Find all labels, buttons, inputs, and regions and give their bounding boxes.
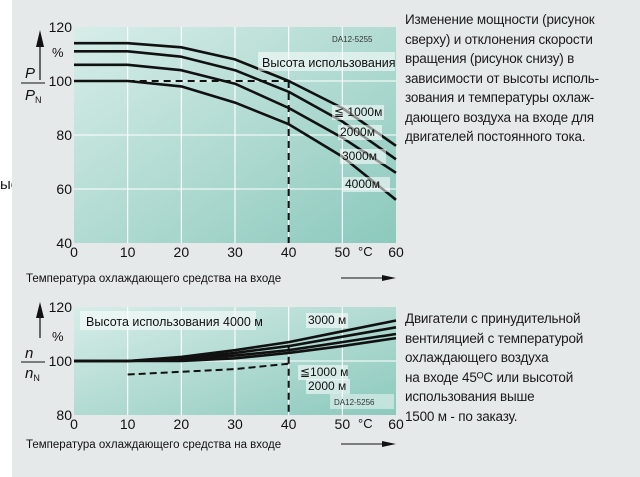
power-chart: 0 10 20 30 40 50 60 40 60 80 100 120 ≦ 1000м 2000м 30… bbox=[21, 19, 404, 285]
series-label-box bbox=[340, 149, 386, 164]
speed-y-axis: % n nN bbox=[21, 302, 64, 383]
speed-ylabel-num: n bbox=[25, 345, 33, 362]
series-label: 2000 м bbox=[308, 379, 346, 393]
x-tick-label: 50 bbox=[335, 244, 351, 260]
series-label: 4000м bbox=[345, 177, 380, 191]
x-tick-label: 0 bbox=[70, 244, 78, 260]
speed-description: Двигатели с принудительной вентиляцией с… bbox=[405, 311, 584, 424]
power-x-unit: °C bbox=[358, 244, 373, 259]
speed-annotation-box bbox=[80, 311, 256, 330]
series-label-box bbox=[338, 125, 382, 140]
y-tick-label: 40 bbox=[56, 235, 72, 251]
speed-id-box bbox=[330, 394, 394, 409]
series-label: ≦ 1000м bbox=[334, 105, 382, 119]
y-tick-label: 100 bbox=[49, 353, 73, 369]
x-tick-label: 20 bbox=[174, 244, 190, 260]
power-y-axis: % P PN bbox=[21, 30, 64, 105]
power-ylabel-den: PN bbox=[25, 87, 42, 105]
y-tick-label: 100 bbox=[49, 73, 73, 89]
series-line bbox=[74, 50, 397, 161]
x-tick-label: 0 bbox=[70, 416, 78, 432]
power-description: Изменение мощности (рисунок сверху) и от… bbox=[405, 12, 599, 144]
power-reference-lines bbox=[127, 80, 290, 243]
y-tick-label: 60 bbox=[56, 181, 72, 197]
x-tick-label: 30 bbox=[227, 416, 243, 432]
series-label-box bbox=[306, 379, 350, 394]
speed-tick-labels: 0 10 20 30 40 50 60 80 100 120 bbox=[49, 299, 404, 432]
power-ylabel-den-sub: N bbox=[35, 95, 42, 105]
speed-chart: 0 10 20 30 40 50 60 80 100 120 3000 м ≦1000 м2000 … bbox=[21, 299, 404, 451]
series-label-box bbox=[306, 313, 348, 328]
x-tick-label: 60 bbox=[388, 416, 404, 432]
power-series-labels: ≦ 1000м 2000м 3000м 4000м bbox=[332, 105, 390, 192]
speed-ylabel-den-sub: N bbox=[33, 373, 40, 383]
up-arrow-icon bbox=[36, 302, 44, 318]
up-arrow-icon bbox=[36, 30, 44, 47]
speed-y-unit: % bbox=[52, 329, 64, 344]
x-tick-label: 20 bbox=[174, 416, 190, 432]
right-arrow-icon bbox=[382, 441, 396, 447]
y-tick-label: 80 bbox=[56, 127, 72, 143]
x-tick-label: 30 bbox=[227, 244, 243, 260]
x-tick-label: 10 bbox=[120, 416, 136, 432]
series-label: ≦1000 м bbox=[300, 365, 348, 379]
series-label: 3000м bbox=[342, 149, 377, 163]
series-label-box bbox=[332, 105, 384, 120]
power-annotation-title: Высота использования bbox=[262, 56, 396, 70]
power-xlabel: Температура охлаждающего средства на вхо… bbox=[26, 273, 281, 285]
x-tick-label: 10 bbox=[120, 244, 136, 260]
speed-x-unit: °C bbox=[358, 416, 373, 431]
x-tick-label: 40 bbox=[281, 416, 297, 432]
speed-xlabel: Температура охлаждающего средства на вхо… bbox=[26, 439, 281, 451]
right-arrow-icon bbox=[382, 275, 396, 281]
speed-ylabel-den: nN bbox=[25, 365, 40, 383]
series-label-box bbox=[343, 177, 390, 192]
x-tick-label: 50 bbox=[335, 416, 351, 432]
power-annotation-box bbox=[258, 52, 395, 71]
series-line bbox=[74, 336, 397, 363]
power-id-code: DA12-5255 bbox=[332, 35, 373, 44]
series-line bbox=[127, 362, 289, 376]
power-y-unit: % bbox=[52, 45, 64, 60]
series-label-box bbox=[298, 365, 348, 380]
speed-curves bbox=[74, 319, 397, 376]
y-tick-label: 120 bbox=[49, 19, 73, 35]
x-tick-label: 40 bbox=[281, 244, 297, 260]
speed-annotation-title: Высота использования 4000 м bbox=[86, 315, 263, 329]
series-label: 2000м bbox=[340, 125, 375, 139]
speed-id-code: DA12-5256 bbox=[334, 398, 375, 407]
x-tick-label: 60 bbox=[388, 244, 404, 260]
power-ylabel-num: P bbox=[25, 65, 35, 82]
y-tick-label: 80 bbox=[56, 407, 72, 423]
y-tick-label: 120 bbox=[49, 299, 73, 315]
power-tick-labels: 0 10 20 30 40 50 60 40 60 80 100 120 bbox=[49, 19, 404, 260]
series-label: 3000 м bbox=[308, 313, 346, 327]
